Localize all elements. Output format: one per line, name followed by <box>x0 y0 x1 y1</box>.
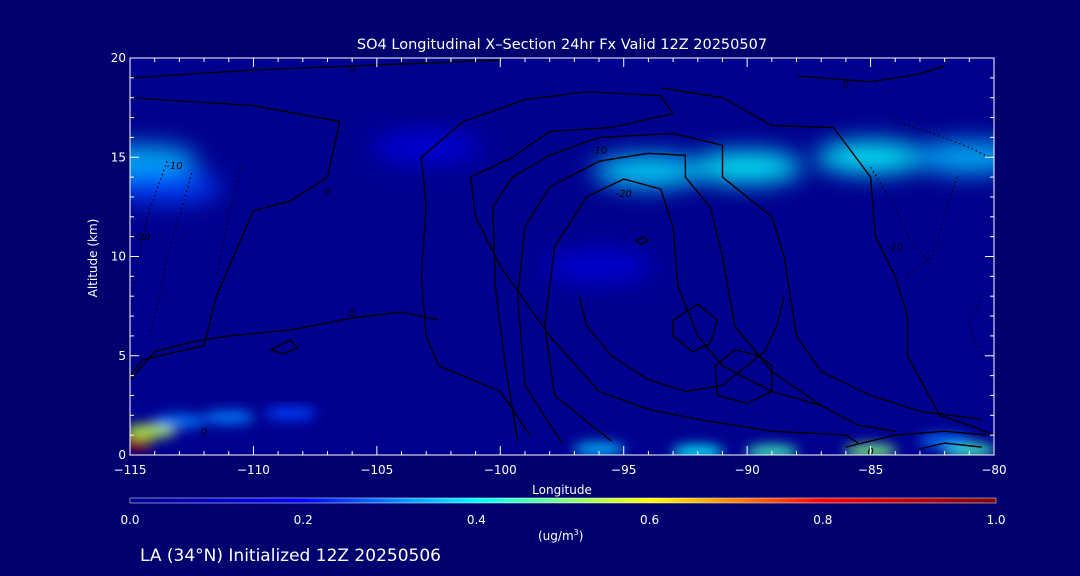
contour-line <box>420 91 859 444</box>
contour-line-negative <box>968 295 983 357</box>
x-tick-label: −115 <box>114 463 147 477</box>
contour-line <box>714 349 773 405</box>
colorbar-unit-sup: 3 <box>574 528 579 537</box>
contour-line <box>672 303 719 353</box>
colorbar-tick-label: 1.0 <box>986 513 1005 527</box>
concentration-cell <box>130 145 198 178</box>
concentration-cell <box>745 445 798 455</box>
contour-label: -20 <box>134 233 150 244</box>
contour-line <box>130 311 439 381</box>
contour-line <box>544 178 822 442</box>
y-axis-label: Altitude (km) <box>86 219 100 298</box>
contour-label: 0 <box>349 308 355 319</box>
chart-title: SO4 Longitudinal X–Section 24hr Fx Valid… <box>357 37 767 53</box>
concentration-cell <box>914 141 994 174</box>
contour-label: -10 <box>591 145 607 156</box>
x-tick-label: −90 <box>734 463 759 477</box>
contour-line <box>130 97 341 377</box>
contour-label: 0 <box>349 64 355 75</box>
x-tick-label: −80 <box>981 463 1006 477</box>
concentration-cell <box>573 442 626 455</box>
concentration-cell <box>544 250 655 283</box>
concentration-cell <box>918 434 971 449</box>
concentration-cell <box>371 131 482 164</box>
contour-line <box>635 235 649 246</box>
colorbar-tick-label: 0.8 <box>813 513 832 527</box>
contour-line-negative <box>895 120 990 158</box>
contour-line-negative <box>907 176 958 277</box>
colorbar-unit-base: (ug/m <box>538 529 574 543</box>
concentration-cell <box>671 445 724 455</box>
footer-caption: LA (34°N) Initialized 12Z 20250506 <box>140 546 441 566</box>
concentration-cell <box>202 410 255 425</box>
contour-label: 0 <box>324 187 330 198</box>
contour-line <box>578 296 785 393</box>
contour-label: -20 <box>616 189 632 200</box>
colorbar-tick-label: 0.2 <box>294 513 313 527</box>
y-axis: 0 5 10 15 20 <box>111 51 994 462</box>
contour-line <box>796 65 945 83</box>
y-tick-label: 15 <box>111 150 126 164</box>
colorbar: 0.0 0.2 0.4 0.6 0.8 1.0 (ug/m3) <box>120 497 1006 543</box>
x-tick-label: −95 <box>611 463 636 477</box>
y-tick-label: 20 <box>111 51 126 65</box>
contour-line <box>270 339 299 355</box>
y-tick-label: 5 <box>118 349 126 363</box>
contour-label: 0 <box>843 80 849 91</box>
concentration-cell <box>153 414 206 429</box>
x-tick-label: −85 <box>858 463 883 477</box>
concentration-cell <box>130 435 152 452</box>
colorbar-unit: (ug/m3) <box>538 528 583 543</box>
concentration-cell <box>692 151 803 184</box>
colorbar-tick-label: 0.0 <box>120 513 139 527</box>
x-tick-label: −110 <box>237 463 270 477</box>
colorbar-unit-close: ) <box>579 529 584 543</box>
contour-lines <box>130 59 994 450</box>
concentration-cell <box>264 406 317 421</box>
colorbar-tick-label: 0.4 <box>467 513 486 527</box>
contour-label: 0 <box>201 427 207 438</box>
contour-line-negative <box>870 166 933 267</box>
contour-label: -10 <box>166 161 182 172</box>
concentration-bands <box>130 131 994 283</box>
x-tick-label: −100 <box>484 463 517 477</box>
contour-line <box>919 442 982 450</box>
contour-label: -10 <box>887 243 903 254</box>
x-axis: −115 −110 −105 −100 −95 −90 −85 −80 <box>114 58 1007 477</box>
concentration-cell <box>130 171 223 204</box>
plot-area: 00-100-10-20-200-1000 <box>130 58 994 455</box>
contour-line-negative <box>149 172 193 337</box>
x-tick-label: −105 <box>360 463 393 477</box>
concentration-cell <box>815 141 926 174</box>
contour-line <box>660 87 994 436</box>
concentration-cell <box>593 155 704 188</box>
concentration-field <box>130 131 994 455</box>
contour-line <box>516 152 896 444</box>
colorbar-ticks: 0.0 0.2 0.4 0.6 0.8 1.0 <box>120 513 1005 527</box>
contour-line <box>845 430 987 448</box>
colorbar-tick-label: 0.6 <box>640 513 659 527</box>
concentration-cell <box>130 424 176 439</box>
contour-line <box>492 132 982 442</box>
concentration-blobs <box>130 406 994 455</box>
colorbar-ramp <box>129 497 997 504</box>
y-tick-label: 10 <box>111 250 126 264</box>
x-axis-label: Longitude <box>532 483 592 497</box>
y-tick-label: 0 <box>118 448 126 462</box>
